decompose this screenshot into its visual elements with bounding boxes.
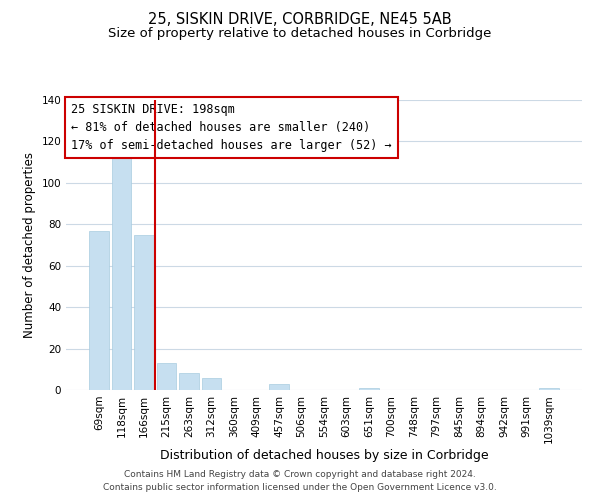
Text: 25, SISKIN DRIVE, CORBRIDGE, NE45 5AB: 25, SISKIN DRIVE, CORBRIDGE, NE45 5AB (148, 12, 452, 28)
X-axis label: Distribution of detached houses by size in Corbridge: Distribution of detached houses by size … (160, 449, 488, 462)
Text: 25 SISKIN DRIVE: 198sqm
← 81% of detached houses are smaller (240)
17% of semi-d: 25 SISKIN DRIVE: 198sqm ← 81% of detache… (71, 103, 392, 152)
Bar (134, 234, 154, 390)
Bar (112, 150, 131, 390)
Bar (269, 384, 289, 390)
Bar (89, 230, 109, 390)
Bar (359, 388, 379, 390)
Bar (179, 374, 199, 390)
Bar (202, 378, 221, 390)
Bar (539, 388, 559, 390)
Bar (157, 363, 176, 390)
Text: Size of property relative to detached houses in Corbridge: Size of property relative to detached ho… (109, 28, 491, 40)
Text: Contains HM Land Registry data © Crown copyright and database right 2024.
Contai: Contains HM Land Registry data © Crown c… (103, 470, 497, 492)
Y-axis label: Number of detached properties: Number of detached properties (23, 152, 36, 338)
